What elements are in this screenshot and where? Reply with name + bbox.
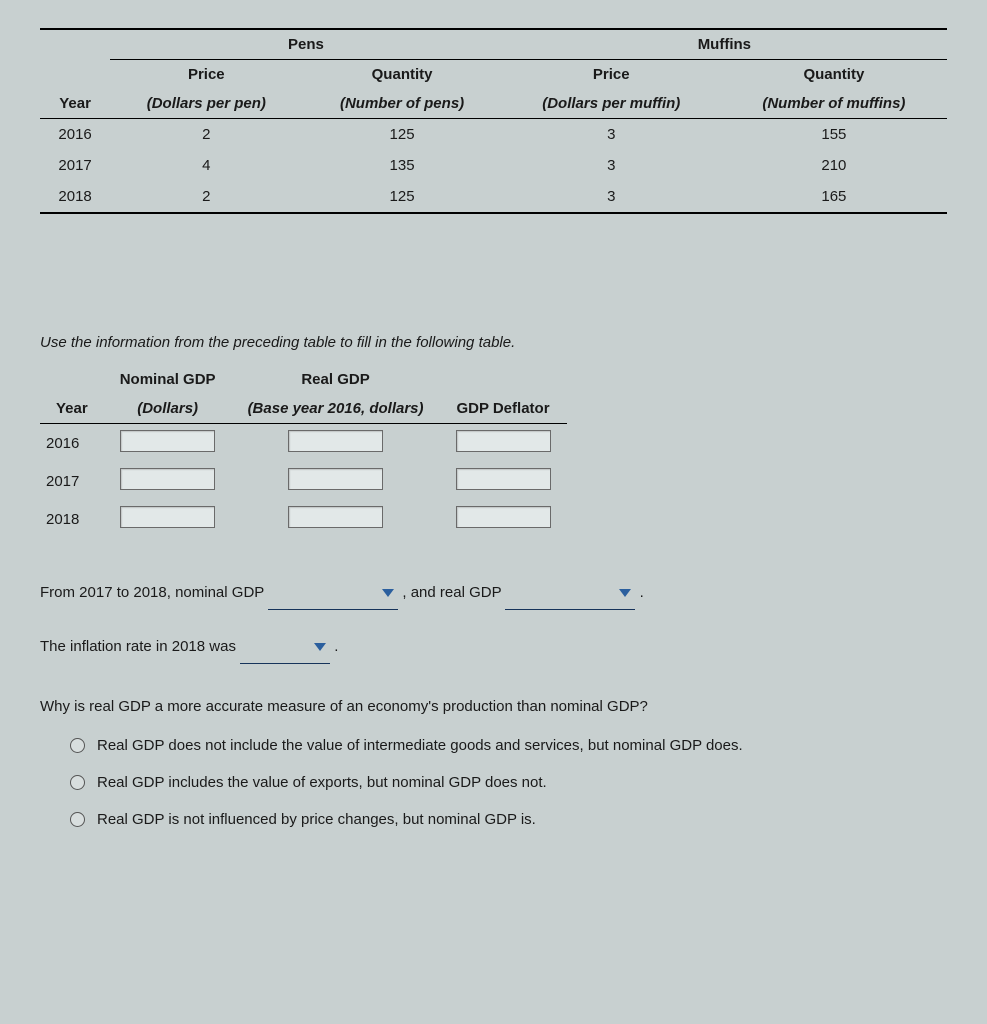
- gdp-row: 2018: [40, 500, 567, 538]
- pen-qty-unit: (Number of pens): [302, 89, 501, 119]
- pens-group-header: Pens: [110, 29, 502, 60]
- year-header: Year: [40, 89, 110, 119]
- nominal-gdp-header: Nominal GDP: [104, 365, 232, 394]
- option-label: Real GDP includes the value of exports, …: [97, 774, 547, 791]
- option-2[interactable]: Real GDP includes the value of exports, …: [70, 774, 947, 791]
- real-2016-input[interactable]: [288, 430, 383, 452]
- real-2018-input[interactable]: [288, 506, 383, 528]
- table-row: 2017 4 135 3 210: [40, 150, 947, 181]
- gdp-year-header: Year: [40, 394, 104, 424]
- radio-icon: [70, 812, 85, 827]
- nominal-2016-input[interactable]: [120, 430, 215, 452]
- option-3[interactable]: Real GDP is not influenced by price chan…: [70, 811, 947, 828]
- deflator-header: GDP Deflator: [440, 394, 567, 424]
- real-unit: (Base year 2016, dollars): [232, 394, 440, 424]
- muffins-group-header: Muffins: [502, 29, 947, 60]
- muffin-qty-unit: (Number of muffins): [721, 89, 947, 119]
- answer-options: Real GDP does not include the value of i…: [70, 737, 947, 828]
- gdp-row: 2016: [40, 424, 567, 463]
- goods-data-table: Pens Muffins Price Quantity Price Quanti…: [40, 28, 947, 214]
- table-row: 2018 2 125 3 165: [40, 181, 947, 213]
- deflator-2016-input[interactable]: [456, 430, 551, 452]
- chevron-down-icon: [619, 589, 631, 597]
- chevron-down-icon: [314, 643, 326, 651]
- pen-qty-header: Quantity: [302, 60, 501, 90]
- sentence-nominal-real: From 2017 to 2018, nominal GDP , and rea…: [40, 578, 947, 610]
- nominal-unit: (Dollars): [104, 394, 232, 424]
- option-label: Real GDP is not influenced by price chan…: [97, 811, 536, 828]
- nominal-2018-input[interactable]: [120, 506, 215, 528]
- inflation-dropdown[interactable]: [240, 632, 330, 664]
- radio-icon: [70, 738, 85, 753]
- deflator-2018-input[interactable]: [456, 506, 551, 528]
- real-gdp-dropdown[interactable]: [505, 578, 635, 610]
- gdp-row: 2017: [40, 462, 567, 500]
- table-row: 2016 2 125 3 155: [40, 119, 947, 151]
- real-gdp-header: Real GDP: [232, 365, 440, 394]
- chevron-down-icon: [382, 589, 394, 597]
- pen-price-unit: (Dollars per pen): [110, 89, 302, 119]
- data-table-body: 2016 2 125 3 155 2017 4 135 3 210 2018 2…: [40, 119, 947, 214]
- real-2017-input[interactable]: [288, 468, 383, 490]
- question-text: Why is real GDP a more accurate measure …: [40, 698, 947, 715]
- muffin-price-unit: (Dollars per muffin): [502, 89, 721, 119]
- instruction-text: Use the information from the preceding t…: [40, 334, 947, 351]
- muffin-qty-header: Quantity: [721, 60, 947, 90]
- deflator-2017-input[interactable]: [456, 468, 551, 490]
- nominal-2017-input[interactable]: [120, 468, 215, 490]
- gdp-table: Nominal GDP Real GDP Year (Dollars) (Bas…: [40, 365, 567, 538]
- muffin-price-header: Price: [502, 60, 721, 90]
- radio-icon: [70, 775, 85, 790]
- option-label: Real GDP does not include the value of i…: [97, 737, 743, 754]
- nominal-gdp-dropdown[interactable]: [268, 578, 398, 610]
- option-1[interactable]: Real GDP does not include the value of i…: [70, 737, 947, 754]
- sentence-inflation: The inflation rate in 2018 was .: [40, 632, 947, 664]
- pen-price-header: Price: [110, 60, 302, 90]
